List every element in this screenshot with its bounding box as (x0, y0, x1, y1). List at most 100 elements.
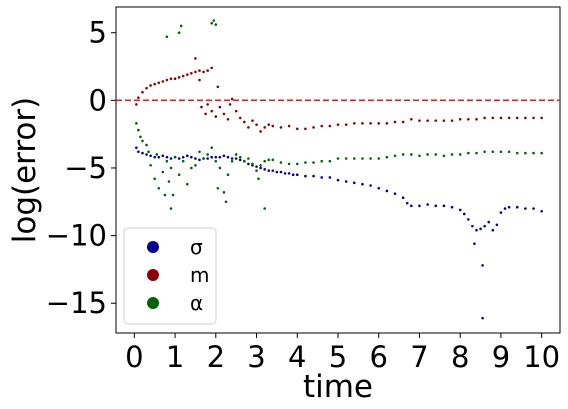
data-point-series2-1 (137, 128, 140, 132)
x-tick-label: 9 (492, 340, 510, 374)
data-point-series1-34 (238, 116, 242, 120)
data-point-series1-64 (450, 119, 454, 122)
data-point-series0-18 (206, 157, 209, 160)
data-point-series2-65 (442, 154, 446, 158)
data-point-series1-50 (336, 123, 340, 126)
data-point-series0-59 (442, 204, 446, 208)
data-point-series1-20 (194, 57, 197, 60)
data-point-series0-56 (418, 204, 421, 208)
data-point-series2-2 (139, 135, 142, 139)
x-tick-label: 6 (370, 340, 388, 374)
data-point-series2-13 (167, 180, 171, 183)
x-tick-label: 8 (451, 340, 469, 374)
data-point-series0-38 (287, 172, 291, 175)
x-axis-title: time (303, 369, 373, 405)
data-point-series1-22 (200, 105, 203, 109)
data-point-series1-73 (524, 116, 527, 120)
data-point-series2-78 (165, 35, 169, 39)
data-point-series2-84 (263, 207, 266, 210)
data-point-series0-41 (304, 174, 307, 178)
data-point-series0-16 (198, 158, 201, 162)
data-point-series0-69 (491, 228, 495, 232)
data-point-series0-68 (487, 220, 491, 224)
data-point-series2-73 (507, 150, 511, 154)
data-point-series0-60 (450, 205, 454, 209)
x-tick-label: 2 (207, 340, 225, 374)
data-point-series2-19 (181, 159, 185, 163)
data-point-series1-15 (194, 70, 197, 74)
data-point-series1-70 (499, 116, 503, 120)
data-point-series1-26 (214, 115, 218, 118)
data-point-series2-68 (467, 151, 470, 155)
data-point-series1-7 (161, 80, 165, 83)
y-tick-label: −15 (46, 286, 107, 320)
data-point-series0-37 (283, 172, 287, 175)
data-point-series1-52 (352, 122, 356, 125)
data-point-series0-52 (393, 192, 397, 195)
data-point-series1-9 (169, 77, 173, 80)
data-point-series1-39 (259, 130, 262, 133)
data-point-series0-9 (169, 157, 173, 160)
data-point-series2-56 (369, 157, 372, 160)
data-point-series1-37 (251, 119, 254, 122)
data-point-series0-43 (320, 176, 324, 179)
data-point-series0-78 (481, 264, 484, 267)
data-point-series1-60 (418, 119, 421, 122)
data-point-series1-49 (328, 124, 332, 128)
data-point-series0-35 (275, 170, 279, 174)
legend-box (123, 227, 217, 325)
data-point-series2-23 (198, 150, 201, 154)
data-point-series1-63 (442, 119, 446, 122)
data-point-series2-63 (426, 153, 429, 156)
data-point-series1-28 (218, 105, 222, 109)
data-point-series0-62 (462, 212, 466, 216)
data-point-series1-59 (410, 117, 413, 121)
data-point-series1-47 (312, 126, 315, 129)
data-point-series0-48 (361, 182, 364, 186)
data-point-series0-39 (291, 173, 295, 177)
data-point-series0-77 (540, 209, 543, 213)
data-point-series2-11 (163, 193, 167, 197)
data-point-series0-14 (190, 155, 193, 159)
data-point-series2-5 (147, 150, 150, 154)
data-point-series1-27 (216, 85, 220, 89)
data-point-series0-44 (328, 176, 332, 179)
data-point-series1-58 (401, 120, 405, 124)
data-point-series2-83 (214, 23, 218, 26)
legend-marker-m (147, 269, 159, 281)
data-point-series1-45 (295, 127, 299, 131)
data-point-series0-46 (344, 180, 348, 183)
data-point-series0-54 (405, 201, 409, 205)
data-point-series2-50 (320, 159, 324, 163)
data-point-series1-17 (202, 70, 205, 74)
data-point-series1-12 (181, 74, 185, 78)
data-point-series0-72 (503, 207, 507, 210)
data-point-series0-11 (177, 157, 181, 160)
data-point-series1-16 (198, 69, 201, 72)
data-point-series1-53 (361, 122, 364, 125)
data-point-series0-73 (507, 205, 511, 209)
data-point-series1-66 (467, 117, 470, 121)
data-point-series1-35 (243, 120, 246, 124)
data-point-series0-76 (532, 207, 535, 210)
x-tick-label: 0 (125, 340, 143, 374)
data-point-series1-32 (230, 97, 234, 101)
data-point-series0-70 (495, 223, 499, 227)
data-point-series1-55 (377, 122, 381, 125)
data-point-series2-21 (190, 166, 193, 170)
data-point-series1-48 (320, 124, 324, 128)
data-point-series1-23 (204, 112, 207, 116)
data-point-series2-54 (352, 157, 356, 160)
data-point-series1-68 (483, 116, 486, 120)
data-point-series2-31 (224, 200, 228, 204)
data-point-series1-5 (153, 82, 156, 86)
data-point-series1-51 (344, 123, 348, 126)
y-axis-title: log(error) (7, 97, 43, 244)
data-point-series1-43 (279, 126, 283, 129)
data-point-series1-0 (135, 103, 138, 106)
data-point-series2-62 (418, 154, 421, 158)
data-point-series1-75 (540, 116, 543, 120)
data-point-series0-8 (165, 155, 169, 159)
data-point-series0-31 (259, 166, 262, 170)
data-point-series0-61 (458, 208, 462, 212)
